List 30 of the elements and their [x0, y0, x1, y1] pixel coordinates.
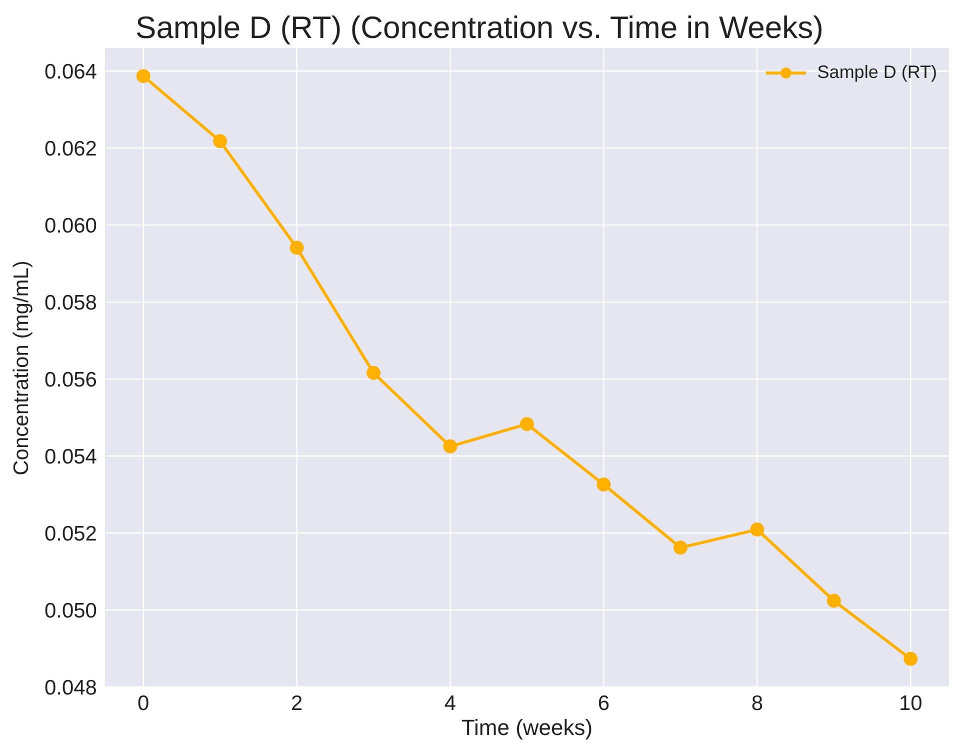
point — [366, 366, 381, 380]
point — [904, 652, 918, 666]
y-tick-label: 0.060 — [44, 214, 97, 238]
y-tick-label: 0.058 — [44, 292, 97, 315]
x-tick-label: 8 — [751, 692, 764, 715]
y-tick-label: 0.054 — [44, 445, 98, 468]
x-tick-label: 10 — [898, 692, 922, 715]
point — [750, 522, 764, 537]
point — [290, 240, 304, 255]
point — [596, 478, 611, 492]
legend-label: Sample D (RT) — [817, 62, 937, 83]
y-tick-label: 0.056 — [44, 368, 97, 392]
point — [673, 540, 688, 555]
point — [826, 594, 841, 608]
x-tick-label: 0 — [138, 692, 150, 715]
y-tick-label: 0.050 — [44, 599, 97, 622]
y-tick-label: 0.064 — [44, 60, 98, 84]
y-axis-title: Concentration (mg/mL) — [10, 260, 34, 475]
x-axis-title: Time (weeks) — [460, 715, 594, 741]
point — [443, 439, 458, 454]
point — [213, 134, 228, 148]
x-tick-label: 4 — [444, 692, 456, 715]
point — [136, 69, 150, 84]
y-tick-label: 0.048 — [44, 676, 97, 700]
point — [520, 417, 534, 432]
x-tick-label: 6 — [598, 692, 610, 715]
x-tick-label: 2 — [290, 692, 303, 715]
chart-title: Sample D (RT) (Concentration vs. Time in Weeks) — [134, 9, 824, 47]
y-tick-label: 0.062 — [44, 138, 97, 161]
y-tick-label: 0.052 — [44, 522, 97, 546]
